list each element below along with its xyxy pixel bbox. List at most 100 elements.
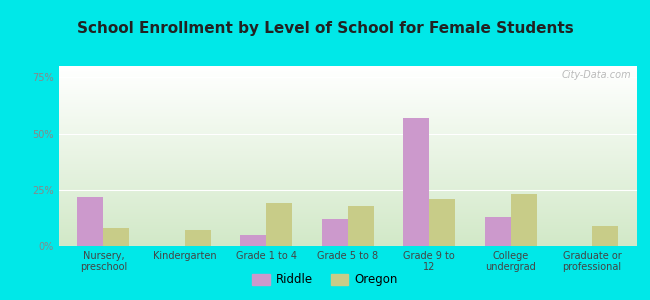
Bar	[58, 243, 637, 244]
Bar	[58, 148, 637, 149]
Bar	[58, 76, 637, 77]
Bar	[58, 203, 637, 204]
Bar	[58, 182, 637, 183]
Bar	[58, 171, 637, 172]
Bar	[58, 111, 637, 112]
Bar	[58, 164, 637, 165]
Bar	[58, 71, 637, 72]
Bar	[58, 150, 637, 151]
Bar	[58, 180, 637, 181]
Bar	[58, 152, 637, 153]
Bar	[58, 159, 637, 160]
Bar	[58, 93, 637, 94]
Bar	[58, 190, 637, 191]
Bar	[58, 184, 637, 185]
Bar	[58, 133, 637, 134]
Legend: Riddle, Oregon: Riddle, Oregon	[248, 269, 402, 291]
Bar	[58, 154, 637, 155]
Bar	[58, 132, 637, 133]
Bar	[322, 219, 348, 246]
Bar	[266, 203, 292, 246]
Bar	[58, 131, 637, 132]
Bar	[58, 124, 637, 125]
Bar	[58, 119, 637, 120]
Bar	[58, 155, 637, 156]
Text: City-Data.com: City-Data.com	[562, 70, 631, 80]
Bar	[58, 234, 637, 235]
Bar	[58, 160, 637, 161]
Bar	[58, 233, 637, 234]
Bar	[58, 80, 637, 81]
Bar	[58, 213, 637, 214]
Bar	[58, 149, 637, 150]
Bar	[58, 199, 637, 200]
Bar	[58, 177, 637, 178]
Bar	[58, 163, 637, 164]
Bar	[58, 138, 637, 139]
Bar	[58, 222, 637, 223]
Bar	[429, 199, 455, 246]
Bar	[58, 187, 637, 188]
Bar	[58, 169, 637, 170]
Bar	[58, 135, 637, 136]
Bar	[58, 226, 637, 227]
Bar	[58, 153, 637, 154]
Bar	[58, 237, 637, 238]
Bar	[58, 239, 637, 240]
Bar	[58, 75, 637, 76]
Bar	[58, 136, 637, 137]
Bar	[58, 88, 637, 89]
Bar	[58, 129, 637, 130]
Bar	[58, 126, 637, 127]
Bar	[58, 189, 637, 190]
Bar	[58, 120, 637, 121]
Bar	[58, 245, 637, 246]
Bar	[58, 195, 637, 196]
Bar	[58, 224, 637, 225]
Bar	[58, 173, 637, 174]
Bar	[58, 238, 637, 239]
Bar	[58, 209, 637, 210]
Bar	[485, 217, 511, 246]
Bar	[58, 229, 637, 230]
Bar	[58, 82, 637, 83]
Bar	[58, 79, 637, 80]
Bar	[58, 225, 637, 226]
Bar	[58, 236, 637, 237]
Bar	[58, 102, 637, 103]
Bar	[58, 142, 637, 143]
Bar	[58, 73, 637, 74]
Bar	[58, 157, 637, 158]
Bar	[58, 121, 637, 122]
Bar	[58, 141, 637, 142]
Bar	[58, 140, 637, 141]
Bar	[58, 96, 637, 97]
Bar	[58, 168, 637, 169]
Bar	[58, 105, 637, 106]
Bar	[58, 221, 637, 222]
Bar	[511, 194, 537, 246]
Bar	[58, 211, 637, 212]
Bar	[58, 109, 637, 110]
Bar	[58, 100, 637, 101]
Bar	[403, 118, 429, 246]
Bar	[58, 116, 637, 117]
Bar	[58, 89, 637, 90]
Bar	[58, 197, 637, 198]
Bar	[58, 193, 637, 194]
Bar	[58, 127, 637, 128]
Bar	[58, 87, 637, 88]
Bar	[58, 214, 637, 215]
Bar	[592, 226, 618, 246]
Bar	[58, 70, 637, 71]
Bar	[58, 97, 637, 98]
Bar	[58, 113, 637, 114]
Bar	[58, 231, 637, 232]
Bar	[58, 205, 637, 206]
Bar	[185, 230, 211, 246]
Bar	[58, 200, 637, 201]
Bar	[58, 207, 637, 208]
Bar	[58, 84, 637, 85]
Bar	[58, 115, 637, 116]
Bar	[58, 104, 637, 105]
